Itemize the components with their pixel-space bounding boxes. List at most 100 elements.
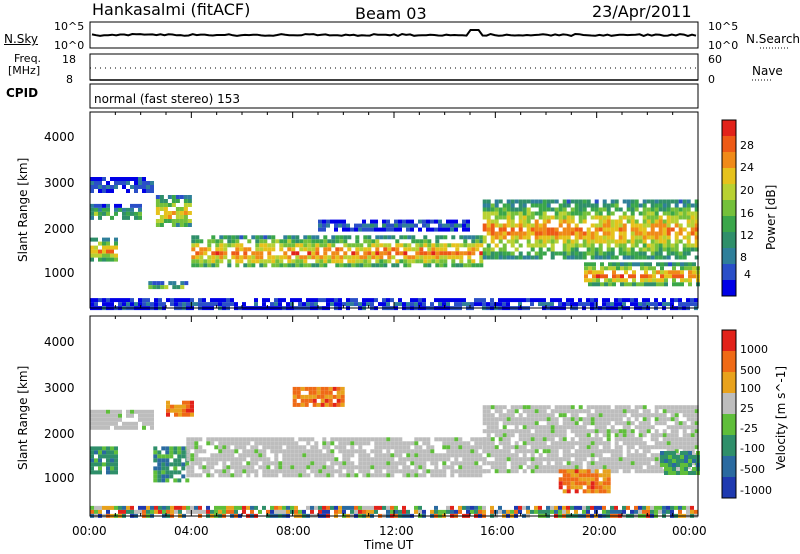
power-cell [614, 227, 619, 232]
power-cell [94, 181, 98, 185]
velocity-cell [362, 449, 367, 454]
velocity-cell [630, 433, 635, 438]
power-cell [546, 199, 551, 204]
power-cell [231, 243, 236, 248]
velocity-cell [494, 457, 499, 462]
power-cell [299, 259, 304, 264]
velocity-cell [662, 409, 667, 414]
power-cell [479, 263, 484, 268]
velocity-cell [542, 437, 547, 442]
power-cell [490, 223, 495, 228]
power-cell [630, 207, 635, 212]
velocity-cell [688, 471, 692, 475]
velocity-cell [558, 469, 563, 474]
power-cell [427, 259, 432, 264]
power-colorbar [721, 119, 737, 297]
velocity-cell [370, 509, 374, 514]
velocity-cell [614, 457, 619, 462]
velocity-cell [190, 469, 195, 474]
velocity-cell [650, 505, 654, 510]
power-cell [203, 259, 208, 264]
velocity-cell [562, 405, 567, 410]
velocity-cell [340, 390, 345, 395]
velocity-cell [242, 465, 247, 470]
power-cell [303, 259, 308, 264]
power-cell [247, 263, 252, 268]
velocity-cell [498, 405, 503, 410]
velocity-cell [242, 469, 247, 474]
velocity-cell [374, 437, 379, 442]
velocity-cell [670, 429, 675, 434]
power-cell [586, 199, 591, 204]
velocity-cell [222, 445, 227, 450]
velocity-cell [266, 457, 271, 462]
power-cell [686, 302, 690, 307]
power-cell [215, 263, 220, 268]
velocity-cell [554, 457, 559, 462]
power-cell [102, 253, 106, 258]
power-cell [306, 298, 310, 303]
velocity-cell [150, 413, 154, 418]
power-cell [474, 302, 478, 307]
power-cell [254, 298, 258, 303]
power-cell [566, 223, 571, 228]
velocity-cell [692, 471, 696, 475]
power-cell [355, 259, 360, 264]
power-cell [142, 302, 146, 307]
velocity-cell [362, 441, 367, 446]
power-cell [267, 251, 272, 256]
velocity-cell [446, 445, 451, 450]
power-cell [183, 203, 188, 207]
power-cell [598, 227, 603, 232]
velocity-cell [622, 409, 627, 414]
power-cell [638, 255, 643, 260]
velocity-cell [214, 445, 219, 450]
power-cell [410, 219, 414, 224]
velocity-cell [522, 505, 526, 510]
power-cell [658, 219, 663, 224]
power-cell [406, 219, 410, 224]
velocity-cell [308, 394, 313, 399]
velocity-cell [306, 449, 311, 454]
power-cell [624, 278, 628, 283]
velocity-cell [262, 437, 267, 442]
power-cell [415, 247, 420, 252]
velocity-cell [142, 425, 146, 430]
velocity-cell [574, 429, 579, 434]
velocity-cell [562, 421, 567, 426]
power-cell [486, 251, 491, 256]
velocity-cell [602, 505, 606, 510]
velocity-cell [590, 445, 595, 450]
power-cell [307, 255, 312, 260]
velocity-cell [598, 473, 603, 478]
power-cell [295, 243, 300, 248]
velocity-cell [130, 505, 134, 510]
velocity-cell [470, 469, 475, 474]
velocity-cell [304, 402, 309, 407]
power-cell [471, 239, 476, 244]
power-cell [632, 282, 636, 287]
velocity-cell [534, 457, 539, 462]
power-cell [114, 211, 118, 216]
velocity-cell [664, 459, 668, 463]
velocity-cell [546, 405, 551, 410]
power-cell [670, 251, 675, 256]
power-cell [343, 235, 348, 240]
power-cell [582, 211, 587, 216]
velocity-cell [670, 433, 675, 438]
velocity-cell [682, 409, 687, 414]
power-cell [122, 177, 126, 181]
velocity-cell [630, 441, 635, 446]
power-cell [630, 211, 635, 216]
velocity-cell [254, 449, 259, 454]
velocity-cell [298, 509, 302, 514]
power-cell [126, 211, 130, 216]
velocity-cell [634, 457, 639, 462]
power-cell [122, 207, 126, 212]
power-cell [251, 263, 256, 268]
power-cell [311, 263, 316, 268]
power-cell [610, 223, 615, 228]
velocity-cell [258, 457, 263, 462]
velocity-cell [230, 453, 235, 458]
velocity-cell [462, 465, 467, 470]
